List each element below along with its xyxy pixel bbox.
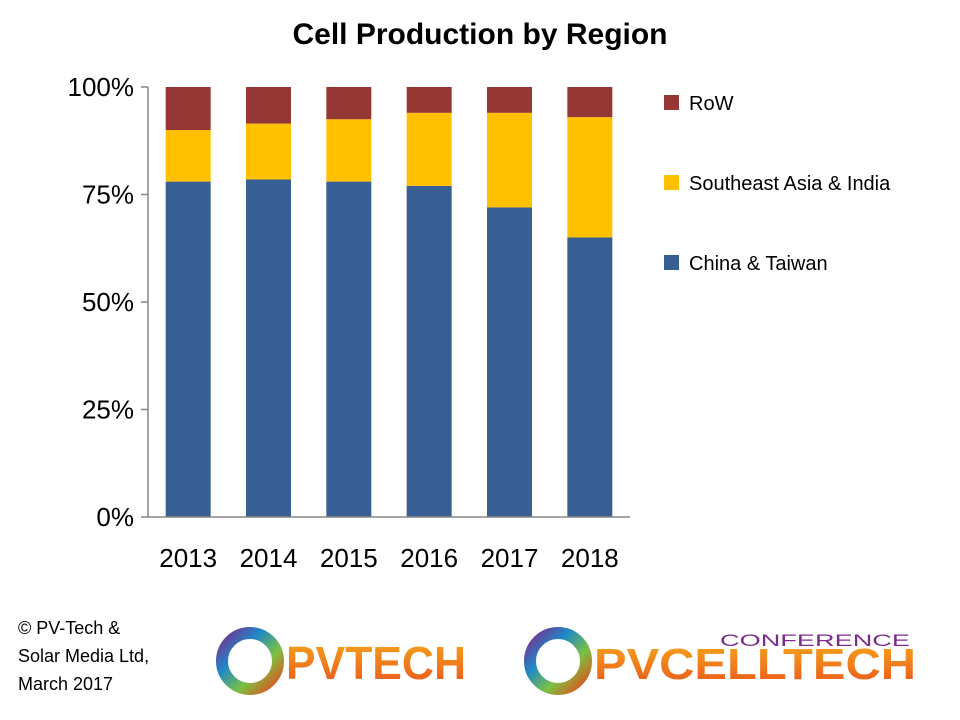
x-axis: 2013 2014 2015 2016 2017 2018 [148, 516, 630, 573]
bar-row-2015 [326, 87, 372, 120]
bar-row-2018 [567, 87, 613, 118]
bar-china-taiwan-2017 [487, 207, 532, 517]
x-tick-label: 2014 [240, 543, 298, 573]
bar-southeast-asia-india-2018 [567, 117, 613, 238]
bar-southeast-asia-india-2017 [487, 112, 532, 208]
copyright-notice: © PV-Tech & Solar Media Ltd, March 2017 [18, 614, 149, 698]
bar-china-taiwan-2016 [406, 185, 452, 517]
x-tick-label: 2016 [400, 543, 458, 573]
y-axis: 0% 25% 50% 75% 100% [68, 72, 149, 532]
legend-label: RoW [689, 93, 734, 115]
legend-swatch [664, 95, 679, 110]
pvtech-logo: PVTECH [216, 627, 466, 695]
y-tick-label: 100% [68, 72, 135, 102]
y-tick-label: 25% [82, 395, 134, 425]
chart-title: Cell Production by Region [292, 18, 667, 51]
legend-label: China & Taiwan [689, 253, 828, 275]
legend: RoW Southeast Asia & India China & Taiwan [664, 93, 891, 275]
legend-swatch [664, 175, 679, 190]
pvcelltech-logo: CONFERENCE PVCELLTECH [524, 627, 916, 695]
x-tick-label: 2017 [481, 543, 539, 573]
copyright-line: March 2017 [18, 674, 114, 694]
y-tick-label: 0% [96, 502, 134, 532]
bar-row-2013 [165, 87, 211, 130]
bar-southeast-asia-india-2016 [406, 112, 452, 186]
bar-china-taiwan-2015 [326, 181, 372, 517]
x-tick-label: 2018 [561, 543, 619, 573]
pvcelltech-logo-subtitle: CONFERENCE [720, 631, 910, 650]
bar-row-2016 [406, 87, 452, 113]
legend-label: Southeast Asia & India [689, 173, 891, 195]
pvtech-logo-ring-icon [216, 627, 284, 695]
bar-southeast-asia-india-2015 [326, 119, 372, 182]
copyright-line: Solar Media Ltd, [18, 646, 150, 666]
bar-china-taiwan-2013 [165, 181, 211, 517]
y-tick-label: 75% [82, 180, 134, 210]
pvtech-logo-text: PVTECH [286, 637, 466, 689]
legend-swatch [664, 255, 679, 270]
bar-china-taiwan-2014 [246, 179, 291, 517]
pvcelltech-logo-ring-icon [524, 627, 592, 695]
x-tick-label: 2013 [159, 543, 217, 573]
copyright-line: © PV-Tech & [18, 618, 121, 638]
x-tick-label: 2015 [320, 543, 378, 573]
bar-row-2014 [246, 87, 291, 124]
bar-china-taiwan-2018 [567, 237, 613, 517]
y-tick-label: 50% [82, 287, 134, 317]
bars [165, 87, 613, 517]
bar-southeast-asia-india-2014 [246, 123, 291, 180]
bar-southeast-asia-india-2013 [165, 130, 211, 182]
pvcelltech-logo-text: PVCELLTECH [594, 640, 916, 689]
bar-row-2017 [487, 87, 532, 113]
